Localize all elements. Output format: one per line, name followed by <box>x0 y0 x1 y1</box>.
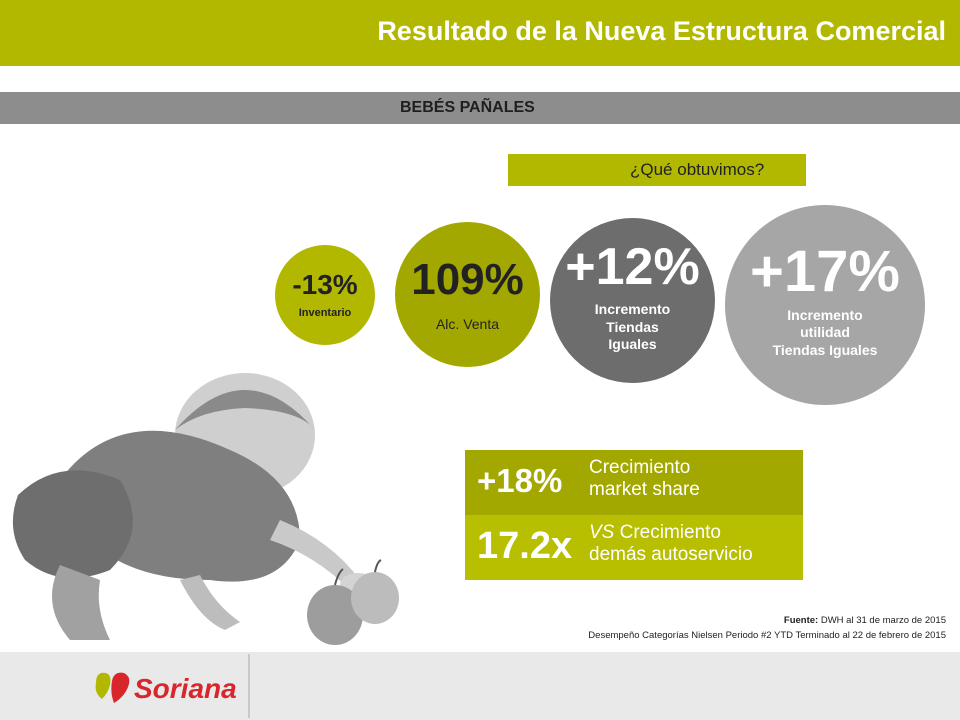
vs-prefix: VS <box>589 522 615 543</box>
question-band: ¿Qué obtuvimos? <box>508 154 806 186</box>
sales-reach-value: 109% <box>411 254 524 304</box>
source-line2: Desempeño Categorías Nielsen Periodo #2 … <box>588 630 946 642</box>
label-line: Incremento <box>787 306 863 323</box>
profit-increase-circle: +17% Incremento utilidad Tiendas Iguales <box>725 205 925 405</box>
sales-reach-circle: 109% Alc. Venta <box>395 222 540 367</box>
question-label: ¿Qué obtuvimos? <box>630 160 765 179</box>
metrics-table: +18% Crecimiento market share 17.2x VS C… <box>465 450 803 580</box>
source-heading: Fuente: <box>783 615 819 626</box>
label-line: demás autoservicio <box>589 543 753 565</box>
label-line: market share <box>589 478 700 500</box>
sales-reach-label: Alc. Venta <box>435 315 500 332</box>
page-title: Resultado de la Nueva Estructura Comerci… <box>377 16 946 46</box>
label-line: Iguales <box>608 336 657 353</box>
label-line: Incremento <box>594 301 671 318</box>
logo-text: Soriana <box>134 673 237 704</box>
label-line: Tiendas <box>606 318 659 335</box>
profit-increase-label: Incremento utilidad Tiendas Iguales <box>773 307 878 360</box>
title-bar: Resultado de la Nueva Estructura Comerci… <box>0 0 960 66</box>
footer-bar <box>0 652 960 720</box>
label-line: Crecimiento <box>589 457 691 478</box>
vs-growth-value: 17.2x <box>477 525 573 567</box>
metric-row-vs-autoservicio: 17.2x VS Crecimiento demás autoservicio <box>465 515 803 580</box>
market-share-value: +18% <box>477 462 563 499</box>
same-store-increase-value: +12% <box>565 238 700 297</box>
inventory-circle: -13% Inventario <box>275 245 375 345</box>
label-line: utilidad <box>800 324 850 341</box>
soriana-logo: Soriana <box>90 669 237 714</box>
heart-logo-icon <box>95 672 130 703</box>
profit-increase-value: +17% <box>750 238 900 304</box>
inventory-value: -13% <box>292 269 358 300</box>
label-line: Crecimiento <box>614 522 722 543</box>
label-line: Tiendas Iguales <box>772 341 878 358</box>
same-store-increase-circle: +12% Incremento Tiendas Iguales <box>550 218 715 383</box>
metric-row-market-share: +18% Crecimiento market share <box>465 450 803 515</box>
footer-divider <box>248 654 250 718</box>
inventory-label: Inventario <box>298 307 352 319</box>
category-band: BEBÉS PAÑALES <box>0 92 960 124</box>
source-note: Fuente: DWH al 31 de marzo de 2015 Desem… <box>588 613 946 643</box>
category-label: BEBÉS PAÑALES <box>400 99 535 116</box>
same-store-increase-label: Incremento Tiendas Iguales <box>595 301 670 354</box>
baby-photo <box>12 373 399 645</box>
vs-growth-label: VS Crecimiento demás autoservicio <box>589 522 753 566</box>
market-share-label: Crecimiento market share <box>589 457 700 501</box>
source-line1: DWH al 31 de marzo de 2015 <box>818 615 946 626</box>
